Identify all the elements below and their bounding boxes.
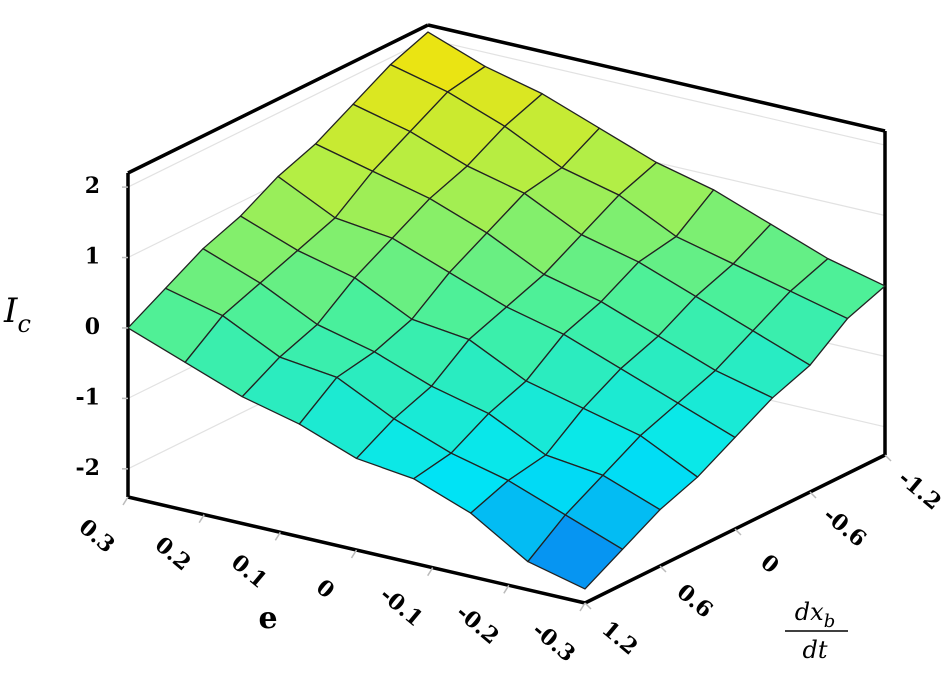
x-tick-label: -0.2 (451, 599, 504, 649)
x-tick (198, 514, 205, 524)
y-tick (884, 454, 892, 462)
y-axis-label-denominator: dt (802, 636, 827, 664)
x-axis-label: e (258, 601, 277, 636)
x-tick-label: 0.1 (226, 549, 272, 594)
y-tick (734, 528, 742, 536)
box-edge (427, 23, 886, 133)
x-tick-label: 0.2 (150, 532, 196, 577)
z-tick-label: 2 (85, 173, 100, 199)
z-axis-label: Ic (3, 291, 31, 338)
surface-patch (527, 514, 624, 590)
x-tick (427, 567, 434, 577)
x-tick (350, 549, 358, 559)
y-tick-label: 1.2 (597, 616, 643, 661)
x-tick-label: -0.3 (527, 617, 580, 667)
x-tick-label: -0.1 (375, 582, 428, 632)
x-tick (503, 584, 510, 594)
x-tick (274, 531, 281, 541)
y-tick (584, 602, 592, 610)
z-tick-label: 0 (85, 314, 100, 340)
y-tick (809, 491, 817, 499)
z-tick-label: -2 (76, 455, 100, 481)
x-tick-label: 0 (311, 574, 339, 604)
x-tick-label: 0.3 (74, 514, 120, 559)
y-tick (659, 565, 667, 573)
y-axis-label-num-sub: b (824, 611, 836, 632)
y-axis-label-numerator: dxb (795, 598, 835, 632)
y-tick-label: -0.6 (818, 502, 871, 552)
z-axis-label-sub: c (17, 310, 30, 338)
z-tick-label: -1 (76, 384, 100, 410)
y-tick-label: 0 (755, 549, 783, 579)
y-tick-label: 0.6 (672, 579, 718, 624)
x-tick (122, 496, 129, 506)
z-axis-label-main: I (3, 291, 18, 331)
box-edge (127, 23, 429, 175)
y-tick-label: -1.2 (893, 465, 945, 515)
z-tick-label: 1 (85, 244, 100, 270)
x-tick (579, 602, 586, 612)
y-axis-label-num-main: dx (795, 598, 824, 626)
